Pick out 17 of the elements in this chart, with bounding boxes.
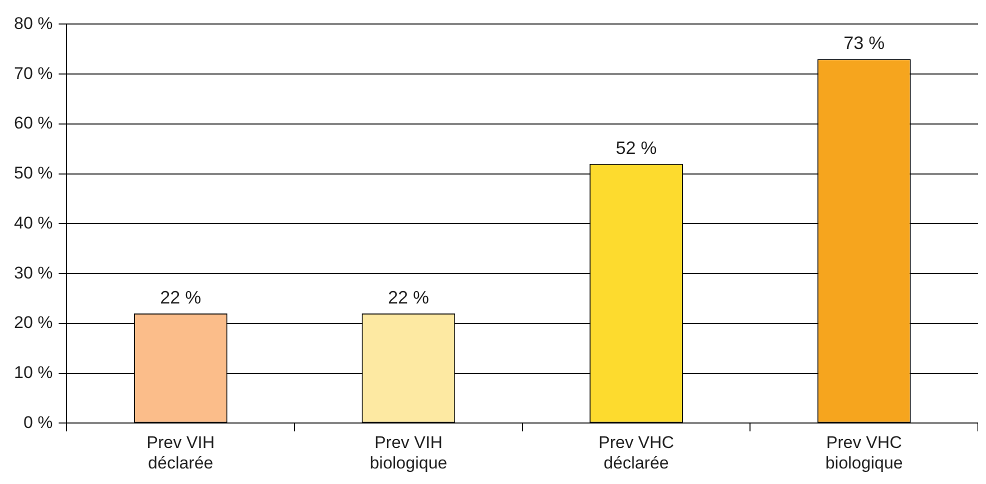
- x-tick-label: Prev VIH déclarée: [146, 433, 215, 472]
- y-tick-label: 50 %: [14, 164, 53, 183]
- y-tick-label: 70 %: [14, 64, 53, 83]
- data-label: 22 %: [388, 287, 429, 308]
- data-label: 22 %: [160, 287, 202, 308]
- x-tick-label: Prev VHC déclarée: [598, 433, 674, 472]
- y-tick-label: 0 %: [23, 412, 53, 432]
- y-tick-label: 80 %: [14, 14, 53, 33]
- y-tick-label: 10 %: [14, 363, 53, 382]
- data-label: 52 %: [616, 138, 657, 158]
- y-tick-label: 60 %: [14, 114, 53, 133]
- y-tick-label: 40 %: [14, 213, 53, 232]
- x-tick-label: Prev VIH biologique: [370, 433, 448, 472]
- y-tick-label: 30 %: [14, 263, 53, 282]
- y-tick-label: 20 %: [14, 313, 53, 332]
- x-tick-label: Prev VHC biologique: [825, 433, 903, 472]
- data-label: 73 %: [844, 33, 885, 54]
